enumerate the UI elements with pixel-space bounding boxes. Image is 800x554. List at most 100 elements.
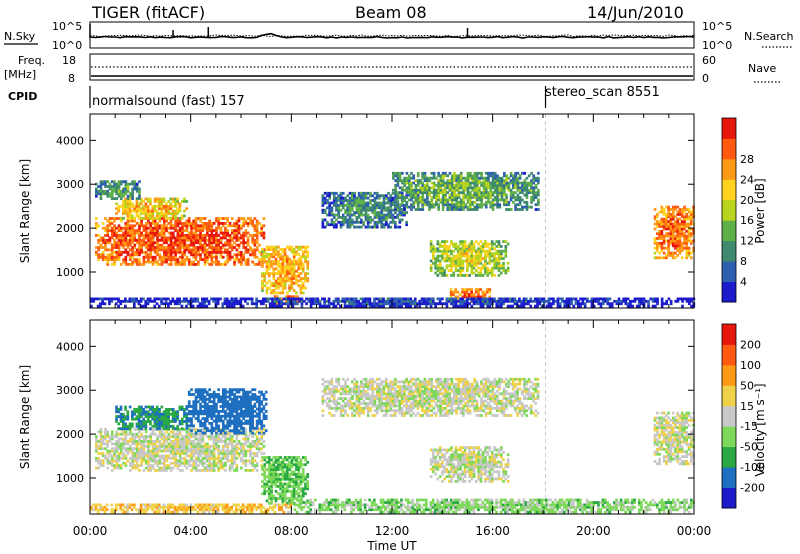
heatmap-cell	[214, 299, 218, 303]
heatmap-cell	[165, 435, 168, 439]
heatmap-cell	[429, 247, 433, 251]
heatmap-cell	[441, 249, 444, 253]
heatmap-cell	[496, 186, 499, 190]
heatmap-cell	[119, 238, 123, 242]
heatmap-cell	[337, 220, 341, 224]
heatmap-cell	[462, 184, 465, 187]
heatmap-cell	[246, 217, 250, 220]
heatmap-cell	[681, 299, 684, 303]
heatmap-cell	[135, 466, 139, 470]
heatmap-cell	[158, 219, 162, 223]
heatmap-cell	[237, 299, 240, 303]
heatmap-cell	[142, 442, 146, 446]
heatmap-cell	[176, 217, 180, 220]
heatmap-cell	[122, 192, 125, 196]
heatmap-cell	[206, 447, 209, 451]
heatmap-cell	[434, 259, 437, 263]
heatmap-cell	[426, 176, 429, 180]
heatmap-cell	[488, 271, 492, 275]
heatmap-cell	[323, 299, 326, 303]
heatmap-cell	[108, 192, 112, 196]
heatmap-cell	[512, 193, 515, 197]
heatmap-cell	[658, 220, 661, 224]
heatmap-cell	[410, 181, 413, 185]
heatmap-cell	[452, 271, 456, 275]
heatmap-cell	[272, 269, 276, 273]
heatmap-cell	[364, 302, 367, 306]
heatmap-cell	[167, 204, 170, 208]
heatmap-cell	[421, 193, 425, 197]
heatmap-cell	[139, 299, 143, 303]
heatmap-cell	[273, 297, 277, 301]
heatmap-cell	[167, 253, 171, 257]
heatmap-cell	[178, 449, 182, 453]
heatmap-cell	[479, 295, 482, 299]
heatmap-cell	[452, 302, 456, 306]
heatmap-cell	[683, 210, 686, 214]
heatmap-cell	[586, 297, 589, 301]
heatmap-cell	[286, 260, 289, 264]
heatmap-cell	[151, 246, 155, 249]
heatmap-cell	[191, 299, 195, 303]
heatmap-cell	[398, 176, 402, 180]
heatmap-cell	[228, 224, 232, 228]
heatmap-cell	[203, 456, 207, 460]
heatmap-cell	[462, 181, 465, 185]
heatmap-cell	[412, 196, 416, 199]
heatmap-cell	[181, 243, 184, 247]
heatmap-cell	[187, 449, 191, 453]
heatmap-cell	[678, 225, 682, 228]
heatmap-cell	[156, 222, 159, 225]
heatmap-cell	[461, 242, 465, 246]
heatmap-cell	[292, 281, 296, 285]
heatmap-cell	[151, 442, 155, 446]
heatmap-cell	[255, 238, 259, 242]
heatmap-cell	[680, 244, 684, 248]
heatmap-cell	[115, 432, 119, 436]
heatmap-cell	[380, 223, 384, 227]
heatmap-cell	[181, 444, 184, 448]
heatmap-cell	[135, 456, 139, 460]
heatmap-cell	[500, 252, 503, 256]
heatmap-cell	[488, 242, 492, 246]
heatmap-cell	[671, 225, 675, 228]
heatmap-cell	[656, 220, 659, 224]
heatmap-cell	[281, 257, 285, 261]
heatmap-cell	[360, 204, 363, 207]
heatmap-cell	[138, 180, 141, 184]
heatmap-cell	[140, 246, 143, 249]
heatmap-cell	[674, 244, 677, 248]
heatmap-cell	[97, 224, 100, 228]
heatmap-cell	[432, 205, 436, 209]
noise-right-tick-bottom: 10^0	[702, 39, 732, 52]
heatmap-cell	[122, 231, 125, 235]
heatmap-cell	[174, 258, 177, 262]
heatmap-cell	[524, 297, 528, 301]
heatmap-cell	[481, 245, 485, 248]
heatmap-cell	[169, 241, 173, 245]
heatmap-cell	[138, 454, 141, 458]
heatmap-cell	[267, 248, 271, 251]
heatmap-cell	[115, 217, 119, 220]
heatmap-cell	[489, 188, 493, 192]
heatmap-cell	[299, 248, 303, 251]
heatmap-cell	[113, 182, 116, 186]
heatmap-cell	[113, 449, 116, 453]
heatmap-cell	[235, 302, 238, 306]
heatmap-cell	[327, 304, 331, 308]
heatmap-cell	[382, 223, 386, 227]
heatmap-cell	[457, 186, 461, 190]
heatmap-cell	[271, 302, 274, 306]
heatmap-cell	[178, 246, 182, 249]
heatmap-cell	[110, 217, 114, 220]
heatmap-cell	[466, 302, 469, 306]
heatmap-cell	[484, 184, 488, 187]
heatmap-cell	[487, 191, 490, 195]
heatmap-cell	[671, 239, 675, 243]
heatmap-cell	[382, 297, 385, 301]
heatmap-cell	[106, 234, 110, 237]
heatmap-cell	[660, 304, 664, 308]
heatmap-cell	[403, 208, 406, 211]
heatmap-cell	[167, 302, 170, 306]
heatmap-cell	[140, 454, 143, 458]
